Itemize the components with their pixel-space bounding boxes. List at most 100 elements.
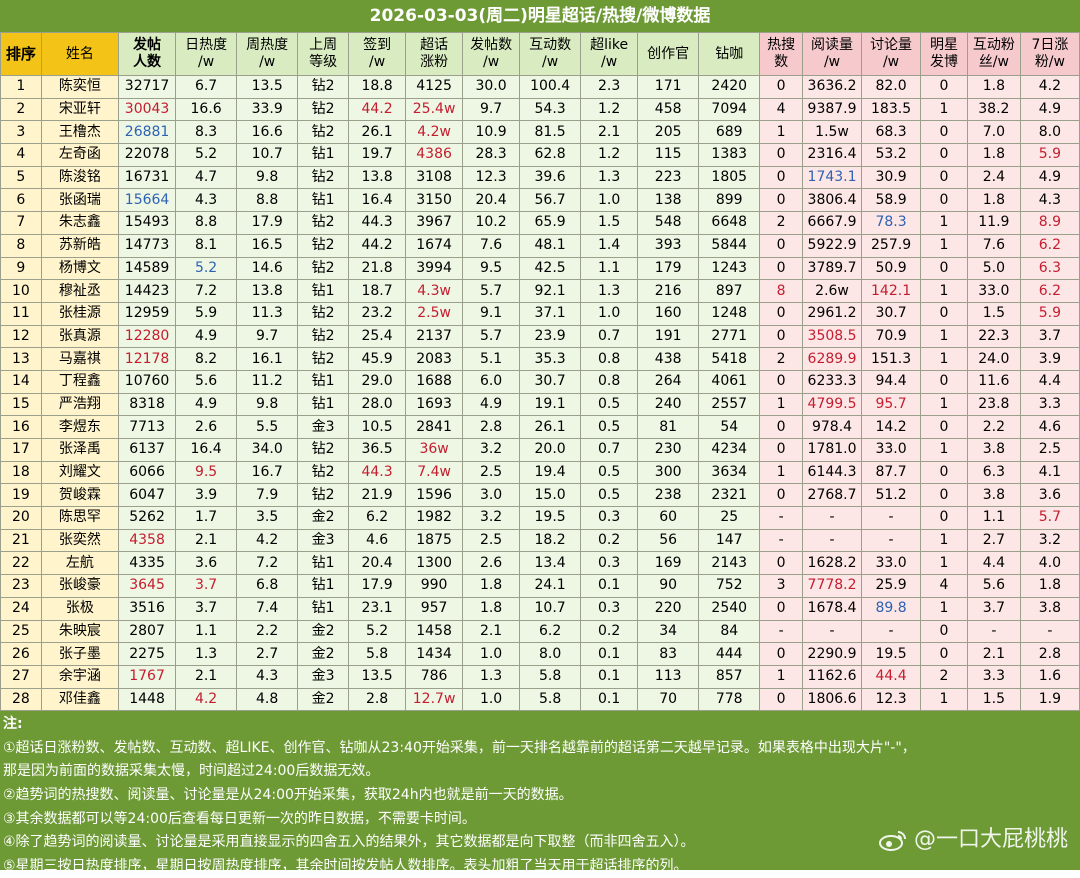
data-cell: 7.6 bbox=[966, 233, 1021, 258]
table-row: 23 张峻豪 3645 3.7 6.8 钻1 17.9 990 1.8 24.1 0.1 90 752 3… bbox=[0, 574, 1080, 598]
data-cell: 23.1 bbox=[348, 596, 407, 621]
data-cell: 钻2 bbox=[297, 165, 350, 190]
data-cell: 1434 bbox=[405, 642, 464, 666]
data-cell: 0 bbox=[759, 438, 804, 462]
table-row: 22 左航 4335 3.6 7.2 钻1 20.4 1300 2.6 13.4 0.3 169 214… bbox=[0, 551, 1080, 576]
data-cell: 16731 bbox=[118, 165, 177, 190]
data-cell: 0 bbox=[920, 120, 968, 145]
data-cell: 3967 bbox=[405, 211, 464, 235]
data-cell: 216 bbox=[637, 279, 700, 303]
data-cell: 6648 bbox=[698, 211, 761, 235]
data-cell: 18.8 bbox=[348, 75, 407, 99]
rank-cell: 18 bbox=[0, 460, 42, 485]
data-cell: 19.7 bbox=[348, 143, 407, 167]
data-cell: 4061 bbox=[698, 369, 761, 394]
data-cell: 1805 bbox=[698, 165, 761, 190]
data-cell: 0.8 bbox=[580, 347, 639, 371]
data-cell: 1 bbox=[920, 97, 968, 122]
table-row: 14 丁程鑫 10760 5.6 11.2 钻1 29.0 1688 6.0 30.7 0.8 264… bbox=[0, 369, 1080, 394]
table-row: 12 张真源 12280 4.9 9.7 钻2 25.4 2137 5.7 23.9 0.7 191 2… bbox=[0, 324, 1080, 349]
page-title: 2026-03-03(周二)明星超话/热搜/微博数据 bbox=[0, 0, 1080, 32]
data-cell: 78.3 bbox=[861, 211, 922, 235]
data-cell: 22.3 bbox=[966, 324, 1021, 349]
data-cell: 4.1 bbox=[1019, 460, 1080, 485]
data-cell: 786 bbox=[405, 664, 464, 689]
data-cell: 1.3 bbox=[175, 642, 238, 666]
data-cell: 1693 bbox=[405, 392, 464, 417]
data-cell: 5.7 bbox=[1019, 506, 1080, 530]
data-cell: 3.8 bbox=[966, 438, 1021, 462]
rank-cell: 24 bbox=[0, 596, 42, 621]
rank-cell: 9 bbox=[0, 256, 42, 281]
data-cell: 36w bbox=[405, 438, 464, 462]
rank-cell: 10 bbox=[0, 279, 42, 303]
rank-cell: 16 bbox=[0, 415, 42, 439]
data-cell: 81 bbox=[637, 415, 700, 439]
data-cell: 83 bbox=[637, 642, 700, 666]
data-cell: 0 bbox=[759, 483, 804, 508]
name-cell: 宋亚轩 bbox=[40, 97, 120, 122]
data-cell: 151.3 bbox=[861, 347, 922, 371]
data-cell: 0.1 bbox=[580, 574, 639, 598]
data-cell: 钻2 bbox=[297, 483, 350, 508]
data-cell: 8.2 bbox=[175, 347, 238, 371]
data-cell: 8.0 bbox=[519, 642, 582, 666]
data-cell: 20.4 bbox=[348, 551, 407, 576]
data-cell: 钻2 bbox=[297, 347, 350, 371]
column-header: 发帖 人数 bbox=[118, 32, 177, 76]
data-cell: 9.5 bbox=[175, 460, 238, 485]
data-cell: 30.7 bbox=[519, 369, 582, 394]
data-cell: 2.1 bbox=[175, 528, 238, 553]
name-cell: 马嘉祺 bbox=[40, 347, 120, 371]
data-cell: 4.2 bbox=[1019, 75, 1080, 99]
data-cell: 1674 bbox=[405, 233, 464, 258]
rank-cell: 21 bbox=[0, 528, 42, 553]
data-cell: 8.3 bbox=[175, 120, 238, 145]
data-cell: 1 bbox=[759, 392, 804, 417]
name-cell: 左航 bbox=[40, 551, 120, 576]
data-cell: 1 bbox=[920, 551, 968, 576]
data-cell: 1.2 bbox=[580, 97, 639, 122]
data-cell: 160 bbox=[637, 301, 700, 326]
data-cell: 7.2 bbox=[175, 279, 238, 303]
data-cell: 5922.9 bbox=[802, 233, 863, 258]
table-row: 20 陈思罕 5262 1.7 3.5 金2 6.2 1982 3.2 19.5 0.3 60 25- -… bbox=[0, 506, 1080, 530]
data-cell: 21.9 bbox=[348, 483, 407, 508]
data-cell: 5.0 bbox=[966, 256, 1021, 281]
data-cell: 3.6 bbox=[175, 551, 238, 576]
data-cell: 1.8 bbox=[966, 143, 1021, 167]
data-cell: 2768.7 bbox=[802, 483, 863, 508]
data-cell: 113 bbox=[637, 664, 700, 689]
data-cell: 257.9 bbox=[861, 233, 922, 258]
data-cell: 6.2 bbox=[1019, 233, 1080, 258]
data-cell: 4.4 bbox=[966, 551, 1021, 576]
data-cell: 1 bbox=[920, 528, 968, 553]
data-cell: 191 bbox=[637, 324, 700, 349]
data-cell: 2961.2 bbox=[802, 301, 863, 326]
data-cell: 0 bbox=[759, 233, 804, 258]
data-cell: 8.0 bbox=[1019, 120, 1080, 145]
data-cell: 0 bbox=[920, 256, 968, 281]
data-cell: 3508.5 bbox=[802, 324, 863, 349]
data-cell: 4335 bbox=[118, 551, 177, 576]
data-cell: 0 bbox=[920, 619, 968, 644]
data-cell: 81.5 bbox=[519, 120, 582, 145]
name-cell: 邓佳鑫 bbox=[40, 687, 120, 712]
data-cell: 12959 bbox=[118, 301, 177, 326]
data-cell: 金3 bbox=[297, 415, 350, 439]
data-cell: 42.5 bbox=[519, 256, 582, 281]
data-cell: 4.2 bbox=[236, 528, 299, 553]
data-cell: 7.6 bbox=[462, 233, 521, 258]
data-cell: 4.9 bbox=[175, 392, 238, 417]
name-cell: 严浩翔 bbox=[40, 392, 120, 417]
data-cell: 2316.4 bbox=[802, 143, 863, 167]
data-cell: 3.9 bbox=[175, 483, 238, 508]
data-cell: - bbox=[1019, 619, 1080, 644]
data-cell: 2.4 bbox=[966, 165, 1021, 190]
note-line: 那是因为前面的数据采集太慢，时间超过24:00后数据无效。 bbox=[3, 763, 380, 780]
data-cell: 115 bbox=[637, 143, 700, 167]
data-cell: 金3 bbox=[297, 528, 350, 553]
data-cell: 957 bbox=[405, 596, 464, 621]
data-cell: 95.7 bbox=[861, 392, 922, 417]
name-cell: 张真源 bbox=[40, 324, 120, 349]
